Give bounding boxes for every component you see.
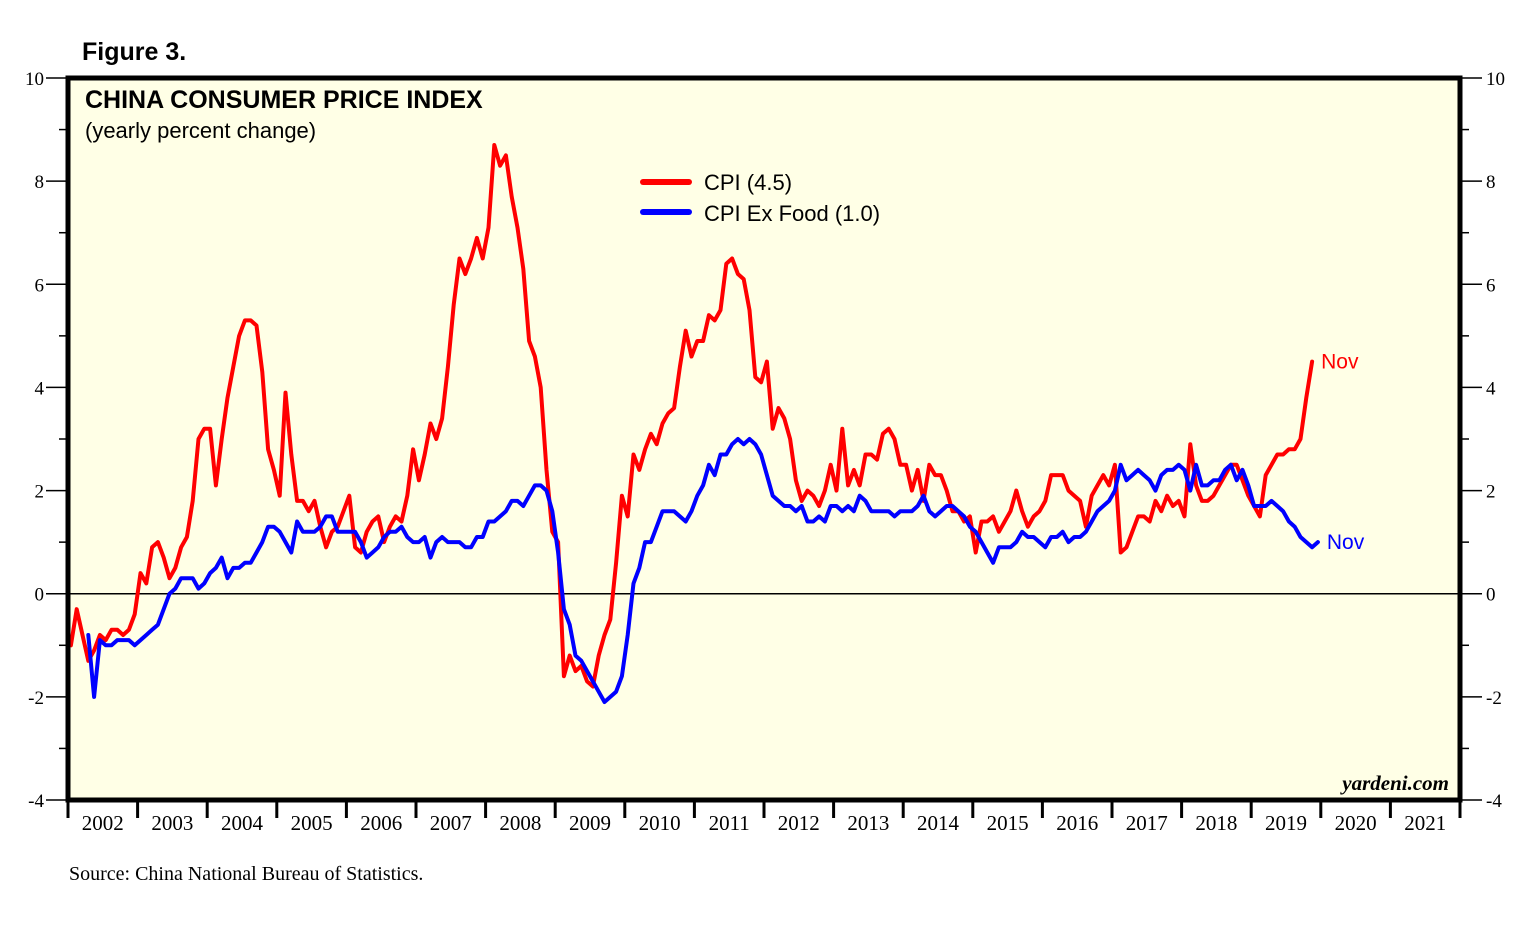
plot-area bbox=[68, 78, 1460, 800]
x-axis: 2002 2003 2004 2005 2006 2007 2008 2009 2010 2011… bbox=[66, 800, 1462, 835]
y-tick-label-right: 4 bbox=[1486, 378, 1496, 399]
x-tick-label: 2021 bbox=[1404, 811, 1446, 835]
x-tick-label: 2005 bbox=[291, 811, 333, 835]
left-y-axis: -4 -2 0 2 4 6 8 10 bbox=[25, 69, 68, 812]
y-tick-label-right: 6 bbox=[1486, 275, 1496, 296]
legend-label-cpi-ex-food: CPI Ex Food (1.0) bbox=[704, 201, 880, 226]
x-tick-label: 2014 bbox=[917, 811, 960, 835]
chart-title: CHINA CONSUMER PRICE INDEX bbox=[85, 86, 483, 114]
y-tick-label-right: -4 bbox=[1486, 791, 1502, 812]
y-tick-label-left: 2 bbox=[35, 482, 45, 503]
y-tick-label-left: 6 bbox=[35, 275, 45, 296]
plot-frame bbox=[65, 75, 1463, 803]
x-tick-label: 2016 bbox=[1056, 811, 1098, 835]
series-layer bbox=[68, 143, 1320, 704]
y-tick-label-right: 10 bbox=[1486, 69, 1505, 90]
x-tick-label: 2011 bbox=[709, 811, 750, 835]
x-tick-label: 2006 bbox=[360, 811, 402, 835]
end-label-cpi-ex-food: Nov bbox=[1327, 531, 1365, 554]
y-tick-label-right: -2 bbox=[1486, 688, 1502, 709]
x-tick-label: 2003 bbox=[151, 811, 193, 835]
x-tick-label: 2008 bbox=[499, 811, 541, 835]
y-tick-label-left: 4 bbox=[35, 378, 45, 399]
series-line-cpi-ex-food bbox=[86, 437, 1320, 704]
legend: CPI (4.5) CPI Ex Food (1.0) bbox=[640, 170, 880, 226]
x-tick-label: 2007 bbox=[430, 811, 472, 835]
x-tick-label: 2002 bbox=[82, 811, 124, 835]
source-note: Source: China National Bureau of Statist… bbox=[69, 863, 423, 885]
x-tick-label: 2010 bbox=[639, 811, 681, 835]
end-label-cpi: Nov bbox=[1321, 351, 1359, 374]
series-line-cpi bbox=[68, 143, 1315, 689]
legend-label-cpi: CPI (4.5) bbox=[704, 170, 792, 195]
x-tick-label: 2009 bbox=[569, 811, 611, 835]
y-tick-label-right: 2 bbox=[1486, 482, 1496, 503]
x-tick-label: 2012 bbox=[778, 811, 820, 835]
x-tick-label: 2019 bbox=[1265, 811, 1307, 835]
chart-subtitle: (yearly percent change) bbox=[85, 118, 316, 143]
x-tick-label: 2015 bbox=[987, 811, 1029, 835]
y-tick-label-left: -2 bbox=[28, 688, 44, 709]
y-tick-label-right: 8 bbox=[1486, 172, 1496, 193]
y-tick-label-left: 0 bbox=[35, 585, 45, 606]
x-tick-label: 2013 bbox=[847, 811, 889, 835]
y-tick-label-left: 8 bbox=[35, 172, 45, 193]
right-y-axis: -4 -2 0 2 4 6 8 10 bbox=[1460, 69, 1505, 812]
x-tick-label: 2020 bbox=[1335, 811, 1377, 835]
x-tick-label: 2018 bbox=[1195, 811, 1237, 835]
y-tick-label-right: 0 bbox=[1486, 585, 1496, 606]
brand-watermark: yardeni.com bbox=[1339, 771, 1449, 795]
y-tick-label-left: -4 bbox=[28, 791, 44, 812]
figure-label: Figure 3. bbox=[82, 38, 186, 66]
x-tick-label: 2017 bbox=[1126, 811, 1168, 835]
y-tick-label-left: 10 bbox=[25, 69, 44, 90]
x-tick-label: 2004 bbox=[221, 811, 264, 835]
